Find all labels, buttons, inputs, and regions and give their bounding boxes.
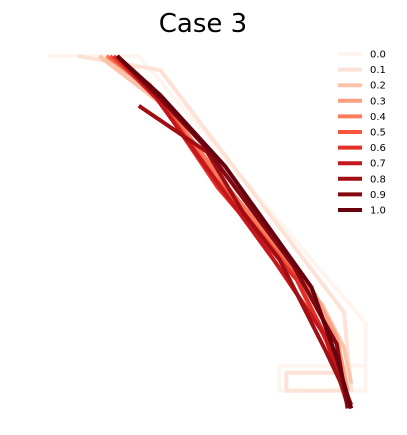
series-line-0.7	[115, 54, 350, 406]
series-line-0.9	[115, 54, 350, 409]
legend-label-0.8: 0.8	[370, 174, 386, 185]
legend-label-0.1: 0.1	[370, 65, 386, 76]
legend-label-1.0: 1.0	[370, 206, 386, 217]
series-line-0.6	[112, 54, 354, 410]
series-line-0.2	[97, 54, 354, 384]
legend-label-0.0: 0.0	[370, 50, 386, 61]
legend: 0.0 0.1 0.2 0.3 0.4 0.5 0.6 0.7 0.8 0.9 1.0	[338, 50, 386, 217]
series-line-1.0	[115, 54, 354, 409]
legend-label-0.2: 0.2	[370, 81, 386, 92]
legend-label-0.6: 0.6	[370, 143, 386, 154]
series-line-0.5	[108, 54, 354, 406]
legend-label-0.5: 0.5	[370, 128, 386, 139]
legend-label-0.7: 0.7	[370, 159, 386, 170]
series-line-0.1	[77, 54, 354, 393]
chart-title: Case 3	[159, 9, 247, 39]
plot-area	[48, 54, 368, 410]
legend-label-0.9: 0.9	[370, 190, 386, 201]
legend-label-0.4: 0.4	[370, 112, 386, 123]
series-line-0.8	[137, 104, 354, 406]
legend-label-0.3: 0.3	[370, 96, 386, 107]
series-line-0.0	[48, 54, 368, 393]
